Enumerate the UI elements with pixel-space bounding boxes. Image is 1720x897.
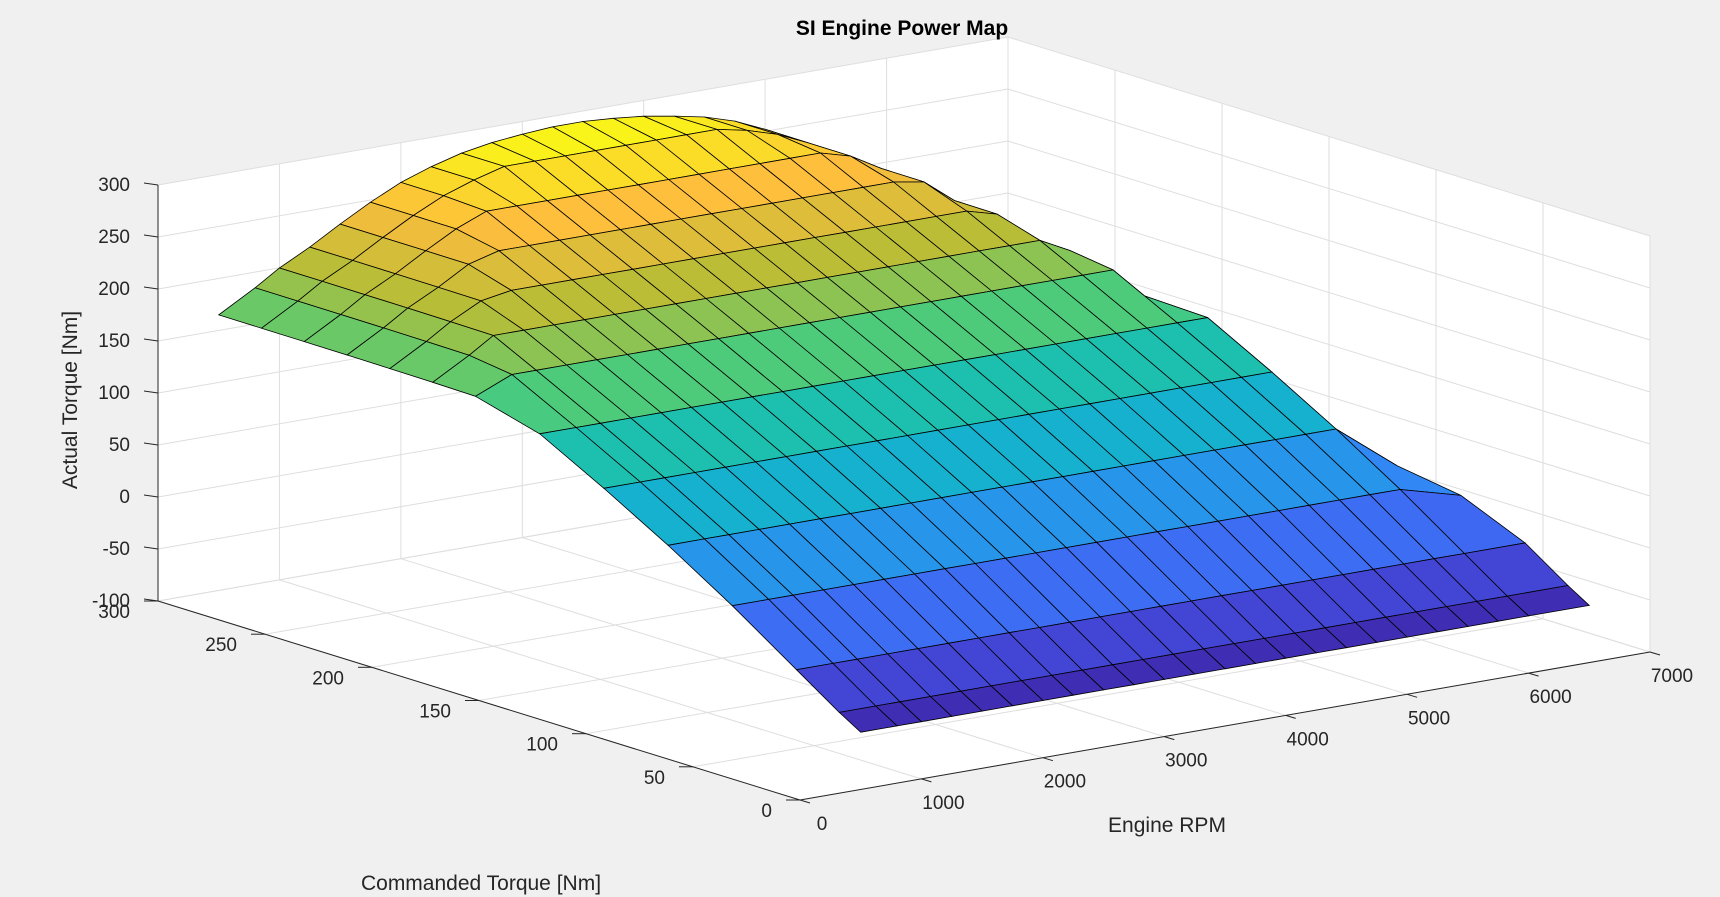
x-tick-mark	[1164, 736, 1175, 741]
x-axis-line	[799, 651, 1651, 801]
z-grid-line-side	[1007, 140, 1651, 341]
z-grid-line-side	[1007, 192, 1651, 393]
z-tick-mark	[143, 442, 159, 446]
x-tick-label: 7000	[1651, 666, 1693, 687]
x-tick-label: 6000	[1529, 687, 1571, 708]
x-tick-label: 2000	[1044, 772, 1086, 793]
x-tick-mark	[799, 799, 811, 804]
surface-mesh	[217, 115, 1591, 733]
x-tick-mark	[1649, 651, 1661, 656]
z-tick-label: 0	[119, 487, 130, 508]
x-tick-label: 4000	[1287, 729, 1329, 750]
y-tick-label: 300	[98, 602, 130, 623]
z-tick-label: -100	[92, 591, 130, 612]
x-tick-label: 5000	[1408, 708, 1450, 729]
z-grid-line-side	[1007, 88, 1651, 289]
y-tick-label: 200	[312, 668, 344, 689]
z-grid-line-back	[157, 36, 1009, 186]
y-tick-label: 100	[526, 735, 558, 756]
z-grid-line-side	[1007, 36, 1651, 237]
z-tick-mark	[143, 390, 159, 394]
y-tick-label: 150	[419, 702, 451, 723]
x-axis-label: Engine RPM	[1108, 814, 1226, 837]
z-tick-mark	[143, 546, 159, 550]
z-tick-label: 100	[98, 383, 130, 404]
z-tick-mark	[143, 494, 159, 498]
z-tick-mark	[143, 286, 159, 290]
z-tick-mark	[143, 598, 159, 602]
z-tick-mark	[143, 234, 159, 238]
z-tick-mark	[143, 182, 159, 186]
chart-title: SI Engine Power Map	[796, 17, 1008, 40]
z-tick-label: 200	[98, 279, 130, 300]
y-tick-label: 50	[644, 768, 665, 789]
x-tick-mark	[1528, 672, 1539, 677]
x-tick-label: 0	[817, 814, 828, 835]
y-tick-label: 250	[205, 635, 237, 656]
y-grid-line-floor	[692, 618, 1544, 768]
surface-patch	[838, 705, 898, 733]
z-tick-label: 250	[98, 227, 130, 248]
x-tick-mark	[1042, 757, 1054, 762]
tick-labels: 0100020003000400050006000700005010015020…	[92, 175, 1693, 835]
x-tick-mark	[1406, 693, 1418, 698]
x-tick-mark	[921, 778, 932, 783]
y-axis-label: Commanded Torque [Nm]	[361, 872, 601, 895]
x-tick-mark	[1285, 714, 1296, 719]
z-tick-label: 150	[98, 331, 130, 352]
z-tick-mark	[143, 338, 159, 342]
x-tick-label: 3000	[1165, 751, 1207, 772]
z-tick-label: -50	[103, 539, 130, 560]
x-tick-label: 1000	[922, 793, 964, 814]
z-tick-label: 50	[109, 435, 130, 456]
z-tick-label: 300	[98, 175, 130, 196]
z-axis-label: Actual Torque [Nm]	[59, 311, 82, 489]
y-tick-label: 0	[761, 801, 772, 822]
